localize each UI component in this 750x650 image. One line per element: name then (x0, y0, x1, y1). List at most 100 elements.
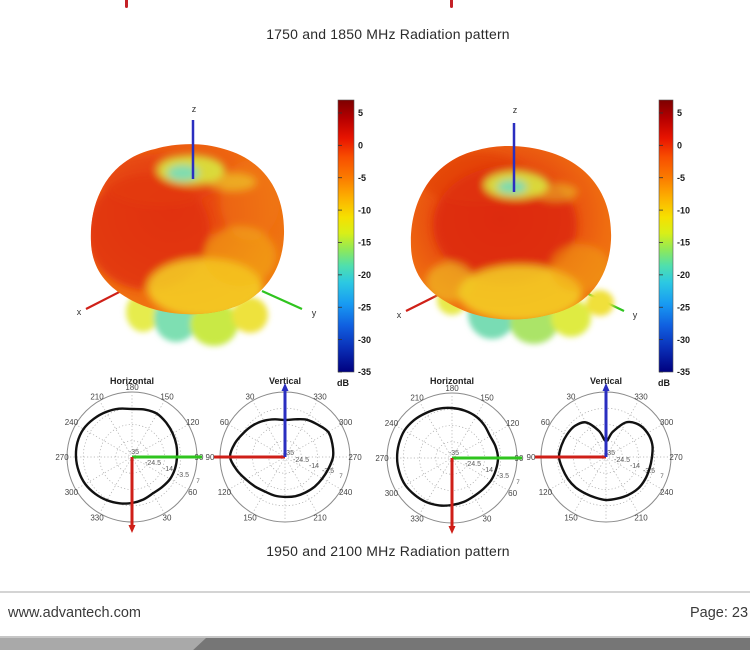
cutoff-heading-descender-right (450, 0, 453, 8)
y-axis-label: y (312, 308, 317, 318)
polar-radial-label: -14 (630, 463, 640, 470)
polar-angle-label: 60 (541, 418, 550, 427)
polar-radial-label: -24.5 (293, 457, 309, 464)
polar-angle-label: 270 (348, 453, 362, 462)
polar-grid-spoke (454, 459, 509, 491)
polar-grid-spoke (252, 400, 284, 455)
polar-grid-spoke (454, 425, 509, 457)
polar-angle-label: 30 (246, 392, 255, 401)
polar-grid-spoke (133, 400, 165, 455)
polar-angle-label: 180 (125, 383, 139, 392)
polar-radial-label: 7 (339, 474, 343, 480)
y-axis-label: y (633, 310, 638, 320)
polar-angle-label: 210 (313, 514, 327, 523)
polar-angle-label: 30 (163, 514, 172, 523)
polar-grid-spoke (228, 424, 283, 456)
polar-radial-label: -35 (129, 449, 139, 456)
polar-angle-label: 210 (410, 393, 424, 402)
polar-axis-red-arrowhead (448, 526, 456, 534)
polar-angle-label: 300 (660, 418, 674, 427)
polar-angle-label: 330 (90, 514, 104, 523)
polar-angle-label: 120 (218, 488, 232, 497)
colorbar-unit-label: dB (658, 378, 670, 388)
polar-grid-spoke (607, 459, 639, 514)
polar-title: Vertical (590, 376, 622, 386)
polar-grid-spoke (228, 458, 283, 490)
polar-grid-ring (252, 424, 318, 490)
x-axis-label: x (397, 310, 402, 320)
polar-grid-spoke (549, 424, 604, 456)
polar-angle-label: 180 (445, 384, 459, 393)
polar-angle-label: 300 (65, 488, 79, 497)
polar-radial-label: -14 (309, 463, 319, 470)
colorbar-tick-label: 5 (677, 108, 682, 118)
polar-radial-label: 7 (516, 480, 520, 486)
polar-radial-label: -14 (163, 466, 173, 473)
polar-angle-label: 240 (339, 488, 353, 497)
polar-angle-label: 30 (567, 392, 576, 401)
polar-angle-label: 330 (634, 392, 648, 401)
polar-grid-spoke (99, 400, 131, 455)
polar-radial-label: -14 (483, 467, 493, 474)
footer-page-number: Page: 23 (690, 605, 749, 621)
polar-radial-label: 7 (660, 474, 664, 480)
colorbar-gradient (658, 99, 674, 373)
radiation-pattern-curve (395, 406, 500, 507)
polar-grid-spoke (573, 459, 605, 514)
polar-angle-label: 330 (313, 392, 327, 401)
polar-grid-spoke (287, 424, 342, 456)
polar-angle-label: 300 (385, 489, 399, 498)
polar-angle-label: 90 (206, 453, 215, 462)
colorbar-tick-label: -25 (358, 302, 371, 312)
polar-angle-label: 270 (669, 453, 683, 462)
polar-grid-spoke (287, 458, 342, 490)
polar-angle-label: 60 (220, 418, 229, 427)
polar-grid-spoke (286, 400, 318, 455)
colorbar-tick-label: -15 (358, 238, 371, 248)
polar-grid-spoke (549, 458, 604, 490)
colorbar-right: dB 5 0 -5 -10 -15 -20 -25 -30 -35 (658, 99, 690, 388)
polar-angle-label: 120 (506, 419, 520, 428)
bottom-bar (0, 636, 750, 650)
z-axis-label: z (513, 105, 518, 115)
colorbar-left: dB 5 0 -5 -10 -15 -20 -25 -30 -35 (337, 99, 371, 388)
polar-angle-label: 300 (339, 418, 353, 427)
polar-angle-label: 150 (160, 392, 174, 401)
polar-grid-ring (589, 440, 623, 474)
polar-grid-ring (556, 407, 656, 507)
colorbar-tick-label: -20 (677, 270, 690, 280)
figure-title-top: 1750 and 1850 MHz Radiation pattern (266, 26, 510, 42)
polar-angle-label: 330 (410, 515, 424, 524)
polar-angle-label: 240 (660, 488, 674, 497)
polar-grid-spoke (608, 424, 663, 456)
colorbar-tick-label: 0 (677, 141, 682, 151)
colorbar-tick-label: -15 (677, 238, 690, 248)
surface-3d-right: z x y (397, 105, 638, 344)
bottom-bar-accent (0, 638, 206, 650)
polar-angle-label: 150 (564, 514, 578, 523)
figure-title-bottom: 1950 and 2100 MHz Radiation pattern (266, 543, 510, 559)
polar-angle-label: 210 (634, 514, 648, 523)
colorbar-tick-label: 0 (358, 141, 363, 151)
polar-title: Horizontal (110, 376, 154, 386)
polar-grid-spoke (419, 460, 451, 515)
polar-radial-label: -24.5 (465, 461, 481, 468)
polar-radial-label: -24.5 (145, 460, 161, 467)
polar-title: Vertical (269, 376, 301, 386)
polar-angle-label: 60 (508, 489, 517, 498)
polar-angle-label: 120 (186, 418, 200, 427)
polar-title: Horizontal (430, 376, 474, 386)
polar-grid-spoke (419, 401, 451, 456)
colorbar-tick-label: -5 (677, 173, 685, 183)
footer-divider (0, 591, 750, 593)
colorbar-tick-label: -30 (358, 335, 371, 345)
polar-grid-spoke (134, 424, 189, 456)
colorbar-gradient (337, 99, 355, 373)
polar-plot-horizontal-1: Horizontal 90120150180210240270300330306… (55, 376, 204, 533)
footer-website: www.advantech.com (8, 605, 141, 621)
surface-3d-left: z x y (77, 104, 317, 346)
polar-angle-label: 120 (539, 488, 553, 497)
polar-radial-label: -3.5 (177, 472, 189, 479)
